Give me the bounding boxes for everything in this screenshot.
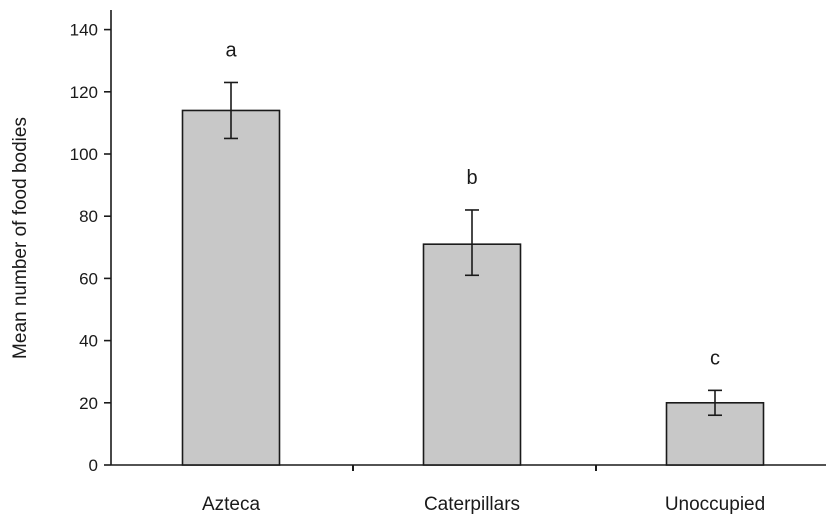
y-tick-label: 80 <box>79 207 98 226</box>
y-tick-label: 60 <box>79 269 98 288</box>
x-category-label: Azteca <box>202 494 261 515</box>
x-category-label: Unoccupied <box>665 494 765 515</box>
y-tick-label: 140 <box>70 21 98 40</box>
bar-azteca <box>181 109 281 466</box>
labels: 0 20 40 60 80 100 120 140 a Azteca b Caterpillars c U… <box>70 21 766 515</box>
y-tick-label: 120 <box>70 83 98 102</box>
significance-label: a <box>225 39 237 61</box>
y-axis-title: Mean number of food bodies <box>10 117 31 359</box>
significance-label: b <box>466 167 477 189</box>
y-tick-label: 20 <box>79 394 98 413</box>
y-tick-label: 0 <box>89 456 98 475</box>
significance-label: c <box>710 347 720 369</box>
error-bars <box>224 81 722 417</box>
bars <box>181 109 765 466</box>
y-tick-label: 100 <box>70 145 98 164</box>
bar-caterpillars <box>422 243 522 466</box>
y-tick-label: 40 <box>79 332 98 351</box>
x-category-label: Caterpillars <box>424 494 520 515</box>
